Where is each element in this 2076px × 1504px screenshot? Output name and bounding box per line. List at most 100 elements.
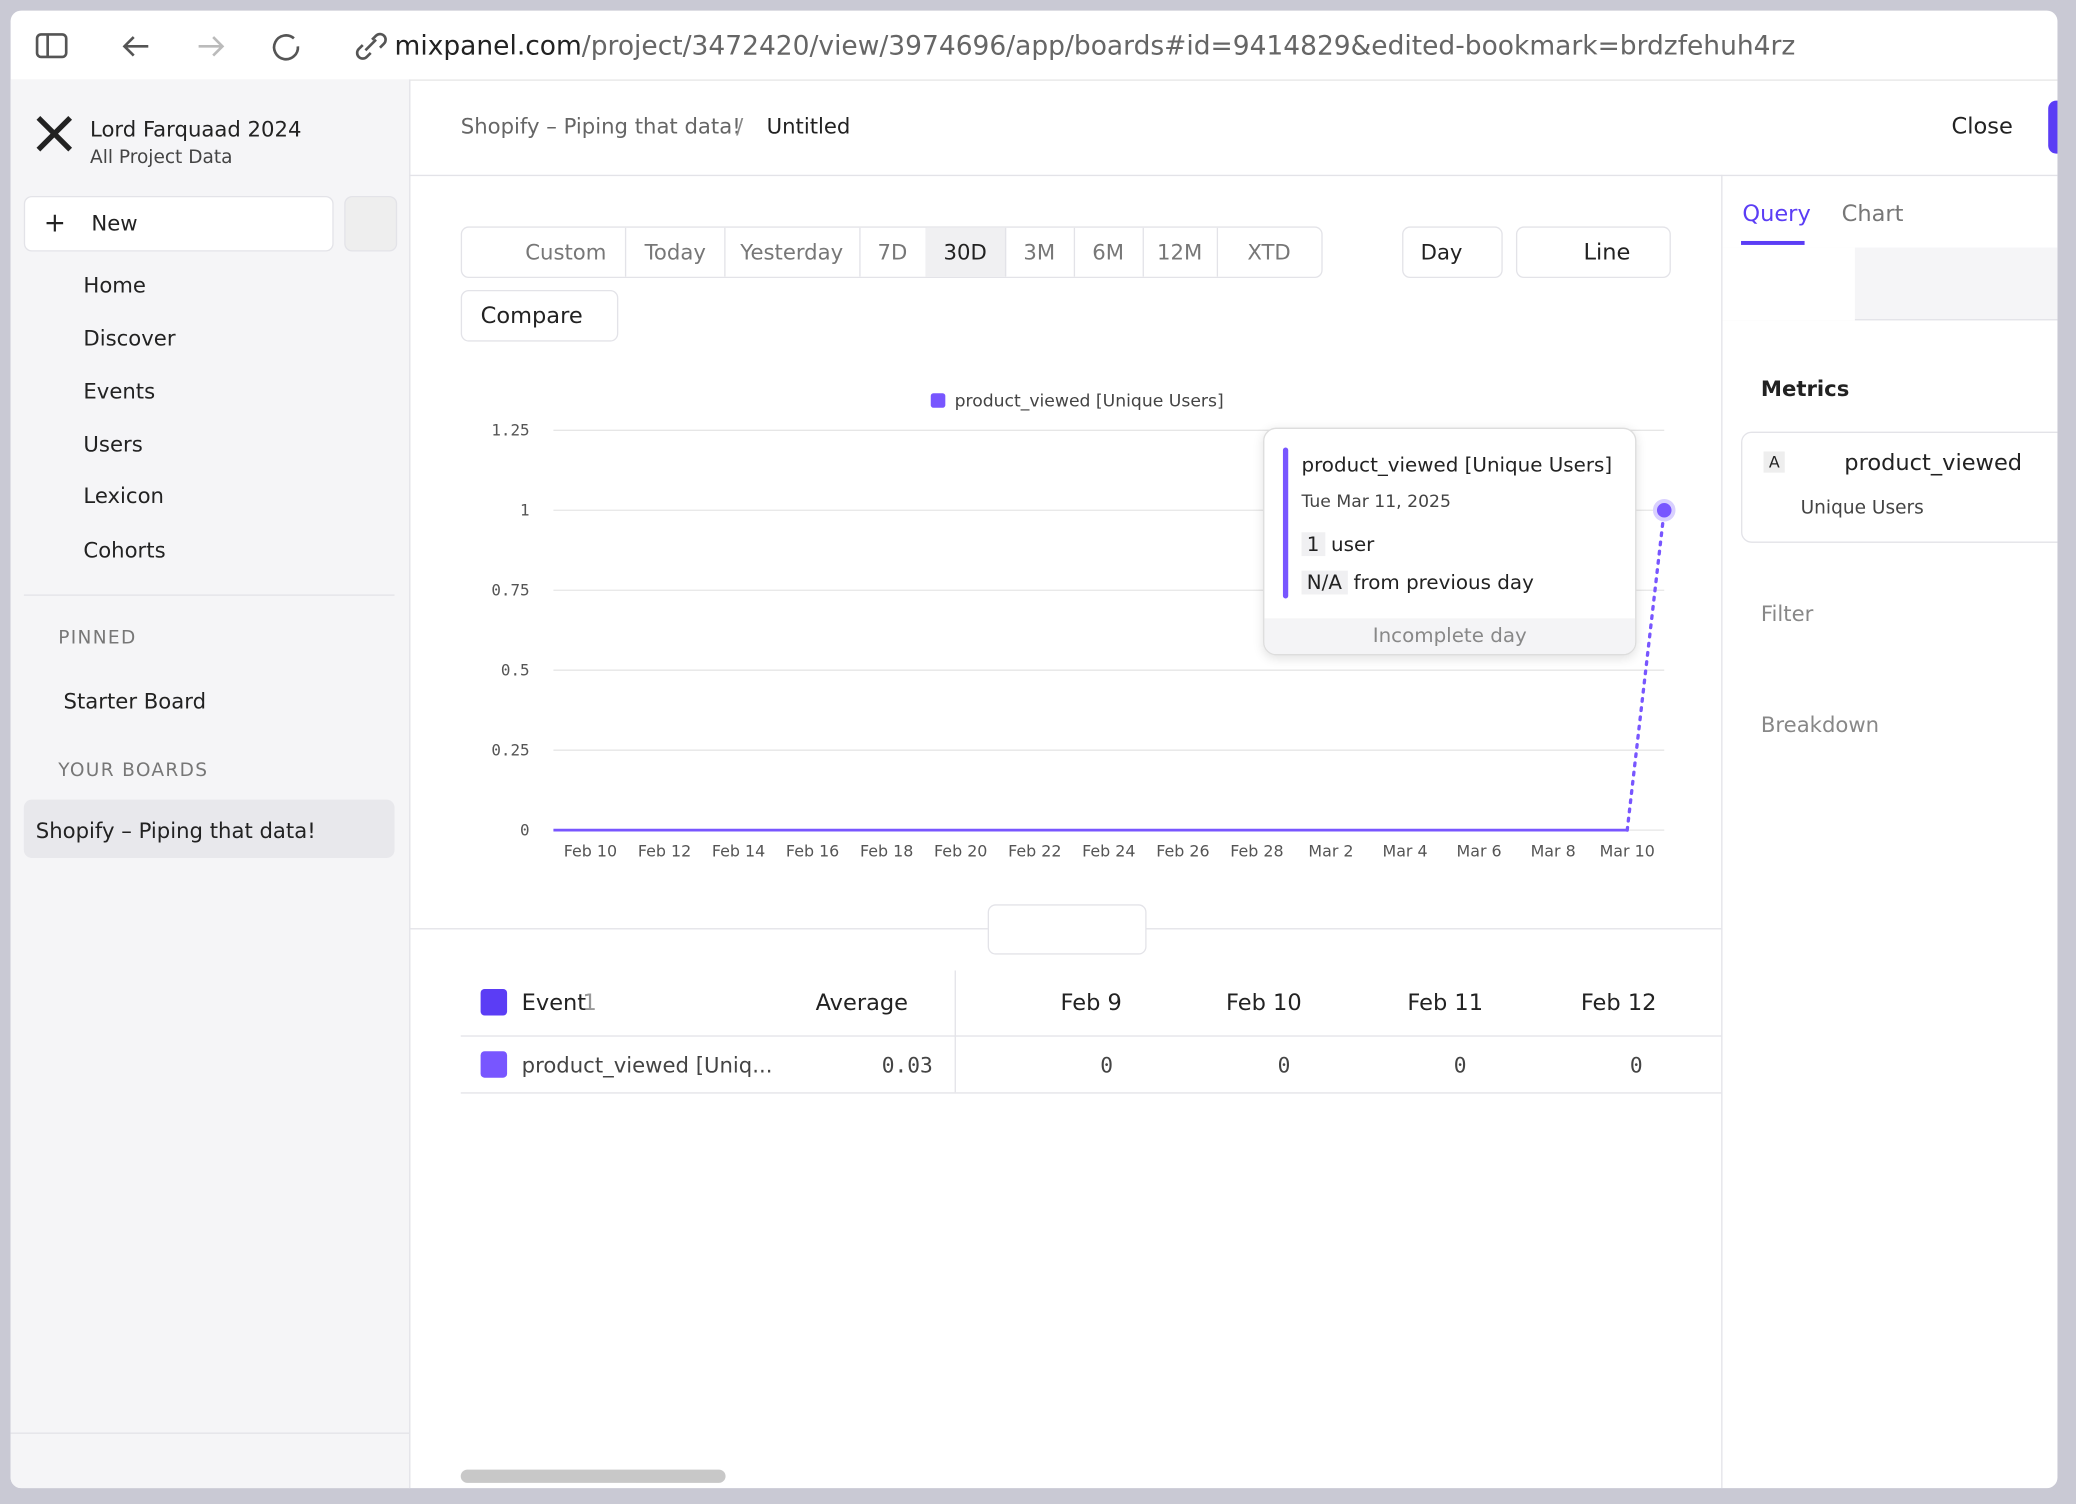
board-name: Shopify – Piping that data! [35, 818, 316, 844]
breadcrumb[interactable]: Untitled [766, 113, 851, 140]
event-count: 1 [582, 990, 597, 1017]
range-option[interactable]: 30D [925, 227, 1007, 277]
range-option[interactable]: Custom [462, 227, 627, 277]
nav-item[interactable]: Discover [83, 325, 176, 351]
interval-label: Day [1420, 239, 1463, 265]
x-tick-label: Feb 14 [712, 842, 765, 861]
nav-item[interactable]: Users [83, 431, 143, 457]
checkbox[interactable] [480, 1051, 508, 1078]
interval-button[interactable]: Day [1402, 226, 1503, 279]
checkbox[interactable] [480, 989, 508, 1016]
x-tick-label: Feb 18 [860, 842, 913, 861]
incomplete-segment [1625, 508, 1666, 832]
search-button[interactable] [344, 195, 398, 252]
column-header: Feb 10 [1226, 990, 1302, 1017]
address-bar: mixpanel.com/project/3472420/view/397469… [10, 11, 2058, 81]
column-header: Feb 11 [1407, 990, 1484, 1017]
scrollbar[interactable] [460, 1469, 726, 1483]
tooltip-unit: user [1331, 532, 1375, 557]
logo [36, 115, 73, 152]
range-option[interactable]: 12M [1143, 227, 1219, 277]
nav-item[interactable]: Cohorts [83, 537, 166, 563]
pinned-board[interactable]: Starter Board [63, 688, 207, 714]
project-subtitle: All Project Data [90, 146, 233, 169]
x-tick-label: Mar 8 [1531, 842, 1576, 861]
tooltip-title: product_viewed [Unique Users] [1301, 452, 1613, 477]
browser-window: mixpanel.com/project/3472420/view/397469… [10, 10, 2058, 1489]
y-tick-label: 1.25 [491, 421, 529, 440]
url-path: /project/3472420/view/3974696/app/boards… [581, 29, 1796, 61]
new-label: New [91, 210, 138, 236]
x-tick-label: Mar 6 [1457, 842, 1502, 861]
board-item[interactable]: Shopify – Piping that data! [23, 799, 395, 858]
url[interactable]: mixpanel.com/project/3472420/view/397469… [395, 29, 1796, 61]
cell: 0 [1100, 1052, 1113, 1078]
column-header: Feb 9 [1060, 990, 1122, 1017]
legend-label: product_viewed [Unique Users] [955, 391, 1224, 411]
y-tick-label: 0.75 [491, 581, 529, 600]
layout-toggle[interactable] [987, 904, 1147, 955]
section-label[interactable]: YOUR BOARDS [58, 759, 209, 782]
metric-measure[interactable]: Unique Users [1800, 497, 1924, 520]
nav-item[interactable]: Lexicon [83, 483, 164, 509]
cell: 0.03 [881, 1052, 933, 1078]
metric-name: product_viewed [1844, 450, 2023, 477]
section-label[interactable]: PINNED [58, 627, 137, 649]
tooltip: product_viewed [Unique Users] Tue Mar 11… [1263, 427, 1637, 656]
tooltip-date: Tue Mar 11, 2025 [1301, 492, 1451, 513]
close-button[interactable]: Close [1951, 113, 2013, 141]
breadcrumb[interactable]: Shopify – Piping that data! [460, 113, 741, 140]
nav-item[interactable]: Events [83, 378, 156, 404]
x-tick-label: Feb 12 [638, 842, 691, 861]
column-header[interactable]: Average [815, 990, 909, 1017]
panel-tab[interactable]: Query [1742, 201, 1811, 228]
tooltip-value: 1 [1301, 532, 1325, 557]
y-tick-label: 0 [520, 820, 530, 839]
x-tick-label: Feb 10 [564, 842, 617, 861]
section-title[interactable]: Breakdown [1760, 712, 1880, 738]
x-tick-label: Feb 26 [1156, 842, 1209, 861]
chart-type-label: Line [1583, 239, 1631, 267]
range-option[interactable]: 7D [859, 227, 927, 277]
compare-button[interactable]: Compare [460, 289, 619, 342]
cell: 0 [1277, 1052, 1291, 1078]
section-title: Metrics [1760, 376, 1850, 402]
hover-point [1652, 499, 1676, 522]
y-tick-label: 0.25 [491, 740, 529, 759]
tooltip-change: N/A [1301, 570, 1348, 595]
legend-swatch [930, 393, 946, 408]
y-tick-label: 0.5 [501, 660, 530, 679]
x-tick-label: Mar 2 [1308, 842, 1353, 861]
range-option[interactable]: Yesterday [724, 227, 861, 277]
x-tick-label: Mar 10 [1600, 842, 1655, 861]
project-name[interactable]: Lord Farquaad 2024 [90, 116, 302, 142]
range-option[interactable]: 3M [1005, 227, 1076, 277]
range-selector: Custom Today Yesterday 7D 30D 3M 6M 12M … [460, 226, 1323, 279]
new-button[interactable]: + New [23, 195, 334, 252]
sidebar: Lord Farquaad 2024 All Project Data + New… [10, 79, 411, 1489]
metric-card[interactable]: A product_viewed Unique Users [1741, 431, 2058, 543]
tooltip-footer: Incomplete day [1264, 618, 1636, 655]
compare-label: Compare [480, 303, 583, 330]
column-header[interactable]: Event [521, 990, 587, 1017]
x-tick-label: Feb 20 [934, 842, 987, 861]
panel-tab[interactable]: Chart [1841, 201, 1904, 228]
query-panel: Query Chart Metrics A product_viewed Uni… [1721, 174, 2058, 1489]
x-tick-label: Feb 24 [1082, 842, 1135, 861]
cell: 0 [1629, 1052, 1643, 1078]
range-option[interactable]: XTD [1247, 239, 1291, 265]
cell: product_viewed [Uniq... [521, 1052, 773, 1078]
x-tick-label: Feb 28 [1230, 842, 1283, 861]
nav-item[interactable]: Home [83, 272, 146, 298]
x-tick-label: Feb 16 [786, 842, 839, 861]
section-title[interactable]: Filter [1760, 601, 1814, 627]
browser-icons [35, 32, 387, 61]
range-option[interactable]: Today [626, 227, 726, 277]
header: Shopify – Piping that data! / Untitled C… [409, 79, 2058, 177]
chart-type-button[interactable]: Line [1515, 226, 1671, 279]
x-tick-label: Mar 4 [1382, 842, 1427, 861]
cell: 0 [1453, 1052, 1467, 1078]
range-option[interactable]: 6M [1074, 227, 1144, 277]
